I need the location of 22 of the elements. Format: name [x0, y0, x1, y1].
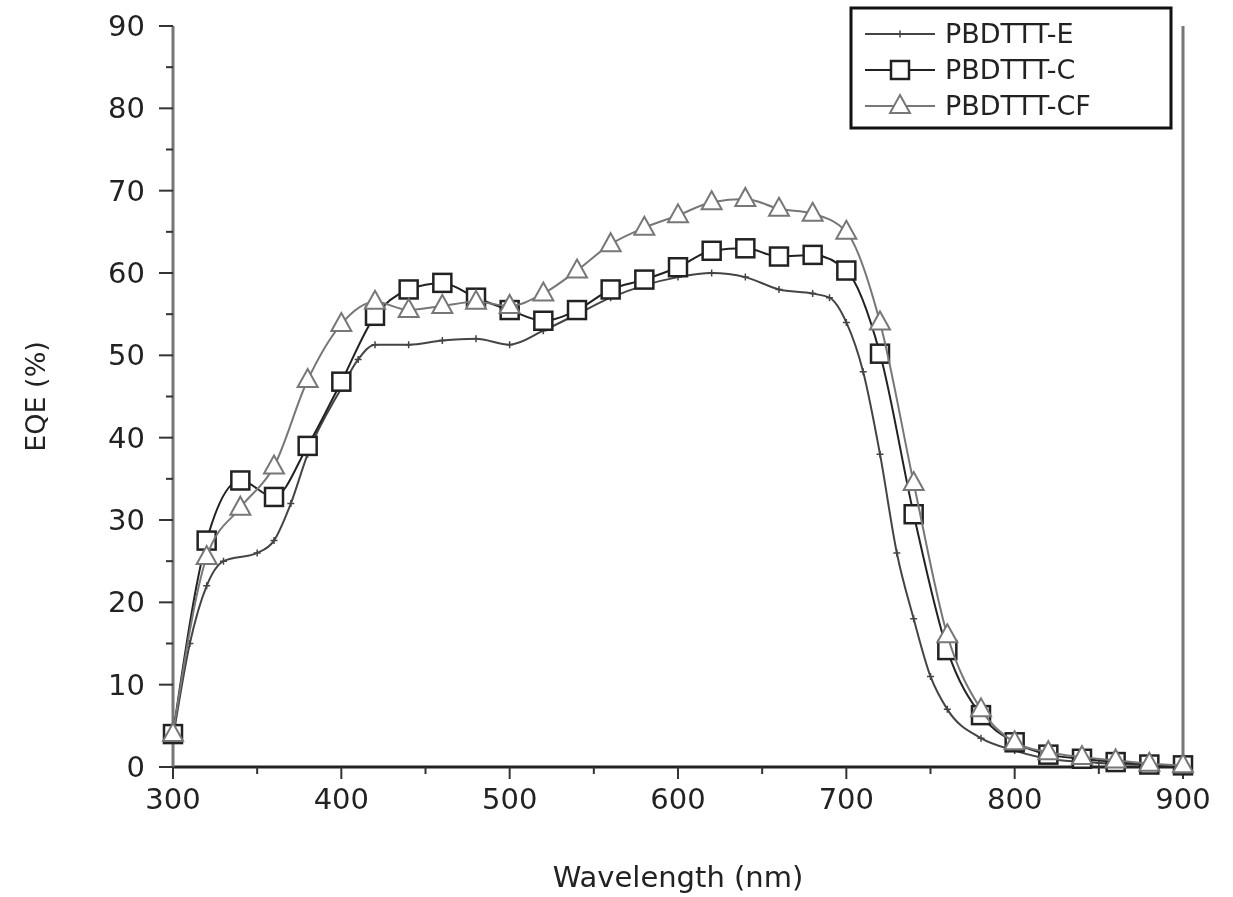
x-tick-label: 700 [818, 782, 875, 816]
x-axis-title: Wavelength (nm) [552, 860, 804, 894]
legend-label: PBDTTT-CF [945, 90, 1091, 122]
y-axis-title: EQE (%) [20, 341, 51, 452]
y-tick-label: 50 [108, 338, 145, 373]
x-tick-label: 500 [481, 782, 538, 816]
y-tick-label: 20 [108, 585, 145, 620]
y-tick-label: 70 [108, 173, 145, 208]
x-tick-label: 800 [986, 782, 1043, 816]
y-tick-label: 60 [108, 256, 145, 291]
x-tick-label: 900 [1155, 782, 1211, 816]
x-tick-label: 300 [145, 782, 201, 816]
legend-label: PBDTTT-C [945, 54, 1076, 86]
y-tick-label: 10 [108, 667, 145, 702]
x-tick-label: 600 [650, 782, 706, 816]
y-tick-label: 30 [108, 503, 145, 538]
legend-label: PBDTTT-E [945, 18, 1074, 50]
x-tick-label: 400 [313, 782, 370, 816]
y-tick-label: 80 [108, 91, 145, 126]
y-tick-label: 40 [108, 420, 145, 455]
y-tick-label: 0 [126, 750, 145, 785]
y-tick-label: 90 [108, 9, 145, 44]
